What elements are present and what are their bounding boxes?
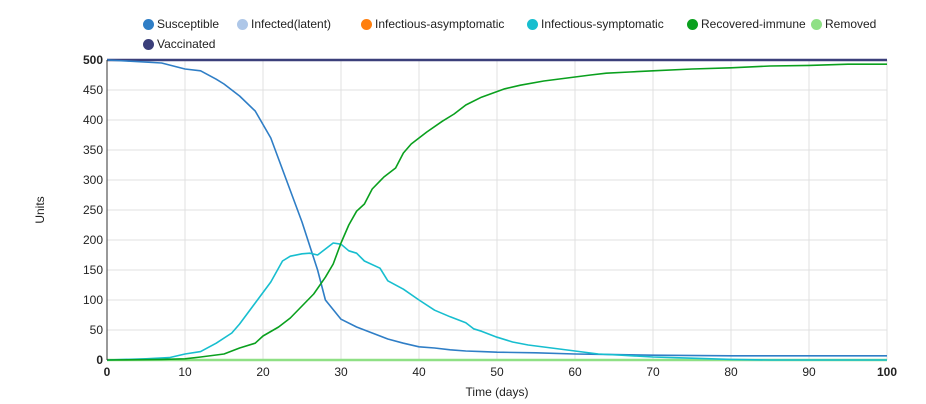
x-axis-title: Time (days)	[466, 385, 529, 399]
legend-label: Infectious-asymptomatic	[375, 17, 505, 31]
x-tick-label: 40	[412, 365, 426, 379]
y-tick-label: 0	[96, 353, 103, 367]
y-tick-label: 150	[83, 263, 103, 277]
legend-dot-icon	[143, 18, 154, 30]
legend-item-infectious-symptomatic[interactable]: Infectious-symptomatic	[527, 17, 664, 31]
y-tick-label: 400	[83, 113, 103, 127]
x-tick-label: 0	[104, 365, 111, 379]
legend-label: Vaccinated	[157, 37, 216, 51]
x-tick-label: 70	[646, 365, 660, 379]
y-tick-label: 450	[83, 83, 103, 97]
legend-item-vaccinated[interactable]: Vaccinated	[143, 37, 215, 51]
y-tick-label: 500	[83, 53, 103, 67]
legend-label: Recovered-immune	[701, 17, 806, 31]
y-tick-labels: 0 50 100 150 200 250 300 350 400 450 500	[83, 53, 103, 367]
series-line-infectious-symptomatic	[106, 242, 887, 361]
x-tick-label: 30	[334, 365, 348, 379]
series-line-recovered-immune	[106, 63, 887, 361]
x-tick-label: 10	[178, 365, 192, 379]
x-tick-label: 20	[256, 365, 270, 379]
y-tick-label: 350	[83, 143, 103, 157]
legend-label: Susceptible	[157, 17, 220, 31]
x-tick-label: 80	[724, 365, 738, 379]
legend-dot-icon	[143, 38, 154, 50]
legend-dot-icon	[237, 18, 248, 30]
y-tick-label: 100	[83, 293, 103, 307]
y-tick-label: 300	[83, 173, 103, 187]
legend-dot-icon	[527, 18, 538, 30]
y-tick-label: 200	[83, 233, 103, 247]
y-axis-title: Units	[33, 196, 47, 223]
legend-item-infected-latent[interactable]: Infected(latent)	[237, 17, 331, 31]
legend-dot-icon	[687, 18, 698, 30]
x-tick-label: 90	[802, 365, 816, 379]
legend-item-susceptible[interactable]: Susceptible	[143, 17, 219, 31]
grid	[107, 60, 888, 360]
series-line-susceptible	[106, 59, 887, 357]
legend-label: Infected(latent)	[251, 17, 332, 31]
x-tick-label: 50	[490, 365, 504, 379]
series-lines	[106, 58, 887, 362]
x-tick-labels: 0 10 20 30 40 50 60 70 80 90 100	[104, 365, 898, 379]
legend-label: Infectious-symptomatic	[541, 17, 664, 31]
legend-dot-icon	[811, 18, 822, 30]
legend-item-removed[interactable]: Removed	[811, 17, 876, 31]
legend-item-infectious-asymptomatic[interactable]: Infectious-asymptomatic	[361, 17, 504, 31]
legend-label: Removed	[825, 17, 877, 31]
legend-dot-icon	[361, 18, 372, 30]
x-tick-label: 100	[877, 365, 897, 379]
y-tick-label: 50	[90, 323, 104, 337]
x-tick-label: 60	[568, 365, 582, 379]
legend-item-recovered-immune[interactable]: Recovered-immune	[687, 17, 806, 31]
y-tick-label: 250	[83, 203, 103, 217]
